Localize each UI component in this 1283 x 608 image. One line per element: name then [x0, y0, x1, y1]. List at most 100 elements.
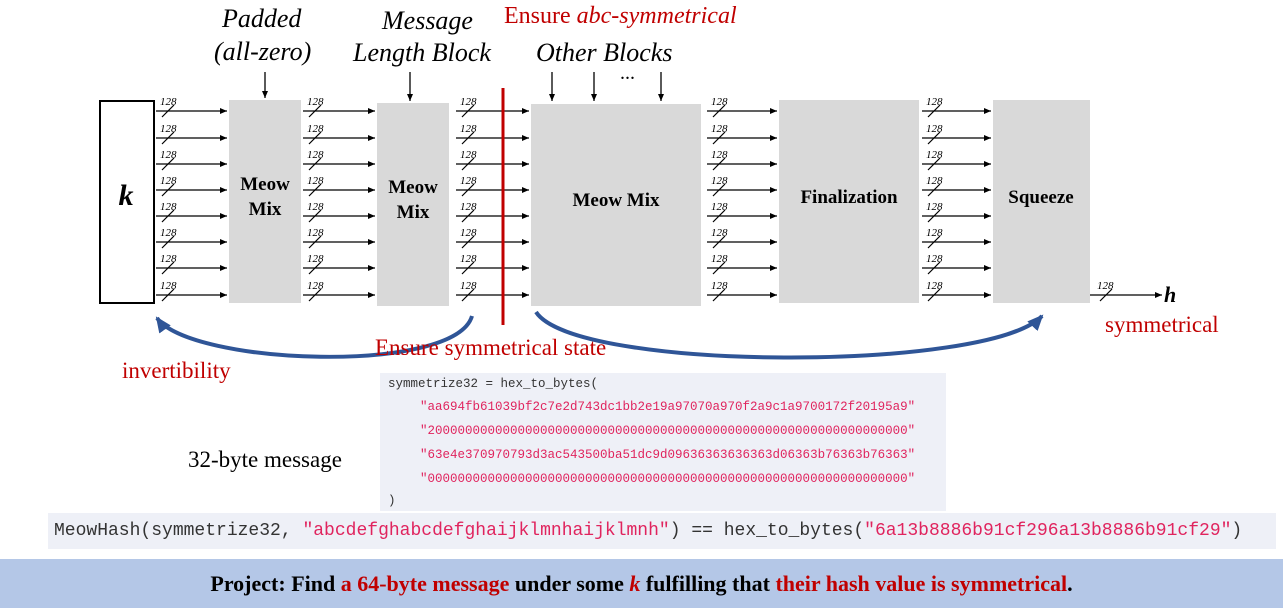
lane-width-label: 128 — [711, 149, 728, 161]
lane-width-label: 128 — [460, 227, 477, 239]
lane-width-label: 128 — [307, 123, 324, 135]
meow-mix-1-line2: Mix — [249, 199, 282, 220]
other-blocks-ellipsis: ... — [620, 62, 635, 84]
lane-tick — [461, 104, 475, 118]
project-text-1: Project: Find — [210, 571, 341, 596]
lane-width-label: 128 — [711, 201, 728, 213]
invertibility-arc — [155, 315, 474, 359]
lane-width-label: 128 — [307, 149, 324, 161]
lane-tick — [712, 288, 726, 302]
lane-width-label: 128 — [711, 253, 728, 265]
lane-tick — [308, 157, 322, 171]
lane-tick — [712, 157, 726, 171]
lane-width-label: 128 — [460, 175, 477, 187]
lane-tick — [161, 209, 175, 223]
lane-width-label: 128 — [460, 201, 477, 213]
input-state-label: k — [119, 179, 134, 212]
call-expected-hash: "6a13b8886b91cf296a13b8886b91cf29" — [864, 521, 1232, 541]
call-suffix: ) — [1231, 521, 1243, 541]
input-state-box — [99, 100, 155, 304]
message-label-line2: Length Block — [353, 38, 491, 67]
lane-tick — [927, 157, 941, 171]
lane-tick — [927, 261, 941, 275]
lane-width-label: 128 — [160, 227, 177, 239]
lane-width-label: 128 — [307, 280, 324, 292]
project-text-k: k — [629, 571, 641, 596]
meow-mix-2-line2: Mix — [397, 202, 430, 223]
lanes-final-to-squeeze: 128 128 128 128 128 128 128 128 — [922, 96, 991, 302]
state-lanes: 128 128 128 128 128 128 128 128 128 128 128 128 128 1… — [156, 96, 991, 302]
project-banner: Project: Find a 64-byte message under so… — [0, 559, 1283, 608]
lane-width-label: 128 — [460, 96, 477, 108]
lane-width-label: 128 — [160, 123, 177, 135]
lane-tick — [712, 261, 726, 275]
project-text-5: fulfilling that — [640, 571, 776, 596]
output-state-label: h — [1164, 282, 1176, 307]
finalization-box — [779, 100, 919, 303]
lane-tick — [308, 261, 322, 275]
ensure-prefix: Ensure — [504, 3, 577, 29]
code-hex-line-1: "aa694fb61039bf2c7e2d743dc1bb2e19a97070a… — [420, 400, 916, 414]
lane-tick — [461, 157, 475, 171]
project-text-6: their hash value is symmetrical — [775, 571, 1068, 596]
lane-width-label: 128 — [926, 253, 943, 265]
lane-tick — [161, 183, 175, 197]
lane-width-label: 128 — [711, 96, 728, 108]
lane-tick — [712, 104, 726, 118]
code-hex-line-3: "63e4e370970793d3ac543500ba51dc9d0963636… — [420, 448, 916, 462]
lane-tick — [712, 131, 726, 145]
lane-width-label: 128 — [460, 253, 477, 265]
lane-tick — [927, 288, 941, 302]
padded-label-line1: Padded — [222, 4, 302, 33]
lane-tick — [308, 104, 322, 118]
lane-tick — [461, 131, 475, 145]
project-text-3: under some — [509, 571, 630, 596]
code-assign-line: symmetrize32 = hex_to_bytes( — [388, 377, 599, 391]
lanes-mix2-to-mix3: 128 128 128 128 128 128 128 128 — [456, 96, 529, 302]
lane-width-label: 128 — [711, 227, 728, 239]
output-lane-width: 128 — [1097, 280, 1114, 292]
lane-tick — [161, 235, 175, 249]
project-text-7: . — [1067, 571, 1073, 596]
symmetrical-label: symmetrical — [1105, 312, 1219, 337]
lane-width-label: 128 — [160, 175, 177, 187]
lane-tick — [161, 288, 175, 302]
lane-width-label: 128 — [460, 149, 477, 161]
code-hex-line-2: "200000000000000000000000000000000000000… — [420, 424, 916, 438]
lane-width-label: 128 — [926, 123, 943, 135]
meow-mix-2-box — [377, 103, 449, 306]
lane-tick — [308, 183, 322, 197]
lane-width-label: 128 — [307, 96, 324, 108]
lane-tick — [461, 183, 475, 197]
lane-tick — [927, 235, 941, 249]
invertibility-label: invertibility — [122, 358, 231, 383]
meowhash-call-line: MeowHash(symmetrize32, "abcdefghabcdefgh… — [48, 513, 1276, 549]
lane-tick — [712, 209, 726, 223]
project-text-2: a 64-byte message — [340, 571, 510, 596]
lane-tick — [461, 288, 475, 302]
lane-tick — [308, 288, 322, 302]
lane-width-label: 128 — [926, 149, 943, 161]
lane-width-label: 128 — [160, 201, 177, 213]
lane-width-label: 128 — [711, 123, 728, 135]
lane-width-label: 128 — [711, 175, 728, 187]
lane-width-label: 128 — [460, 123, 477, 135]
meow-mix-1-box — [229, 100, 301, 303]
lane-tick — [927, 104, 941, 118]
lane-tick — [927, 131, 941, 145]
symmetry-propagation-arc — [534, 310, 1044, 360]
lane-tick — [461, 261, 475, 275]
lane-width-label: 128 — [307, 201, 324, 213]
output-lane-tick — [1099, 288, 1113, 302]
other-blocks-label: Other Blocks — [536, 38, 673, 67]
lane-tick — [712, 183, 726, 197]
lane-width-label: 128 — [926, 201, 943, 213]
lane-width-label: 128 — [160, 253, 177, 265]
message-label-line1: Message — [382, 6, 473, 35]
lane-width-label: 128 — [307, 175, 324, 187]
code-close-line: ) — [388, 494, 396, 508]
abc-symmetrical-term: abc-symmetrical — [576, 3, 737, 29]
meowhash-diagram: k Meow Mix Meow Mix Meow Mix Finalizatio… — [99, 72, 1176, 360]
lane-width-label: 128 — [160, 149, 177, 161]
lane-tick — [461, 209, 475, 223]
